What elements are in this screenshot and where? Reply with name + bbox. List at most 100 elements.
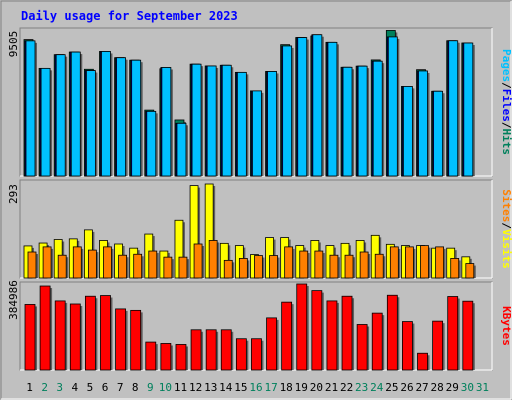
y-max-label: 293 [7, 184, 20, 204]
x-tick-label: 28 [431, 381, 444, 394]
kbytes-bar [220, 329, 232, 371]
chart-title: Daily usage for September 2023 [21, 9, 238, 23]
kbytes-bar [175, 344, 187, 371]
sites-bar [405, 246, 414, 279]
x-tick-label: 13 [204, 381, 217, 394]
kbytes-bar [251, 338, 262, 371]
pages-bar [146, 110, 157, 177]
kbytes-bar [190, 329, 202, 371]
kbytes-bar [205, 329, 217, 371]
x-tick-label: 12 [189, 381, 202, 394]
pages-bar [70, 51, 81, 177]
pages-bar [403, 86, 413, 177]
sites-bar [72, 246, 82, 279]
pages-bar [85, 70, 96, 177]
sites-bar [178, 256, 188, 279]
sites-bar [87, 249, 97, 279]
kbytes-bar [39, 285, 51, 371]
kbytes-bar [402, 321, 413, 371]
pages-bar [161, 67, 172, 177]
kbytes-bar [386, 294, 398, 371]
x-tick-label: 31 [476, 381, 489, 394]
x-tick-label: 8 [132, 381, 139, 394]
kbytes-bar [160, 343, 172, 371]
pages-bar [101, 51, 111, 177]
x-tick-label: 24 [370, 381, 384, 394]
x-tick-label: 19 [295, 381, 308, 394]
pages-bar [463, 42, 474, 177]
x-tick-label: 27 [415, 381, 428, 394]
legend-item-hits: Hits [500, 129, 512, 156]
kbytes-bar [311, 290, 323, 371]
sites-bar [374, 253, 384, 279]
x-tick-label: 29 [446, 381, 459, 394]
y-max-label: 9505 [7, 31, 20, 58]
x-tick-label: 5 [87, 381, 94, 394]
x-tick-label: 17 [264, 381, 277, 394]
pages-bar [327, 41, 338, 177]
sites-bar [103, 246, 112, 279]
kbytes-bar [371, 312, 383, 371]
sites-bar [163, 256, 173, 279]
pages-bar [267, 71, 277, 177]
pages-bar [357, 65, 368, 177]
legend-3: KBytes [500, 306, 512, 346]
kbytes-bar [100, 295, 111, 371]
sites-bar [359, 251, 369, 279]
sites-bar [42, 246, 52, 279]
pages-bar [342, 66, 353, 177]
x-tick-label: 25 [385, 381, 398, 394]
sites-bar [269, 255, 278, 279]
sites-bar [465, 263, 475, 279]
x-tick-label: 18 [280, 381, 293, 394]
x-tick-label: 4 [72, 381, 79, 394]
x-tick-label: 2 [41, 381, 48, 394]
pages-bar [252, 90, 262, 177]
kbytes-bar [266, 317, 277, 371]
sites-bar [118, 254, 127, 279]
sites-bar [148, 250, 158, 279]
sites-bar [254, 255, 263, 279]
kbytes-bar [145, 341, 157, 371]
kbytes-bar [69, 303, 81, 371]
legend-separator: / [500, 222, 512, 229]
legend-item-pages: Pages [500, 49, 512, 82]
x-tick-label: 1 [26, 381, 33, 394]
legend-1: Pages/Files/Hits [500, 49, 512, 155]
pages-bar [116, 57, 126, 177]
x-tick-label: 15 [234, 381, 247, 394]
x-tick-label: 9 [147, 381, 154, 394]
pages-bar [236, 71, 247, 177]
sites-bar [329, 254, 339, 279]
sites-bar [450, 258, 460, 279]
x-tick-label: 7 [117, 381, 124, 394]
sites-bar [299, 250, 309, 279]
pages-bar [282, 45, 293, 177]
sites-bar [27, 251, 37, 279]
kbytes-bar [130, 309, 142, 371]
sites-bar [420, 245, 429, 279]
pages-bar [221, 64, 232, 177]
pages-bar [433, 90, 444, 177]
x-tick-label: 11 [174, 381, 187, 394]
kbytes-bar [341, 295, 353, 371]
kbytes-bar [432, 320, 444, 371]
x-tick-label: 16 [249, 381, 262, 394]
legend-item-kbytes: KBytes [500, 306, 512, 346]
pages-bar [131, 59, 142, 177]
x-tick-label: 26 [400, 381, 413, 394]
kbytes-bar [447, 296, 459, 371]
kbytes-bar [356, 324, 368, 371]
pages-bar [312, 34, 323, 177]
sites-bar [389, 246, 399, 279]
sites-bar [193, 243, 203, 279]
sites-bar [57, 254, 67, 279]
pages-bar [40, 67, 51, 177]
legend-separator: / [500, 122, 512, 129]
kbytes-bar [235, 338, 247, 371]
pages-bar [448, 40, 459, 177]
pages-bar [25, 40, 36, 177]
x-tick-label: 6 [102, 381, 109, 394]
